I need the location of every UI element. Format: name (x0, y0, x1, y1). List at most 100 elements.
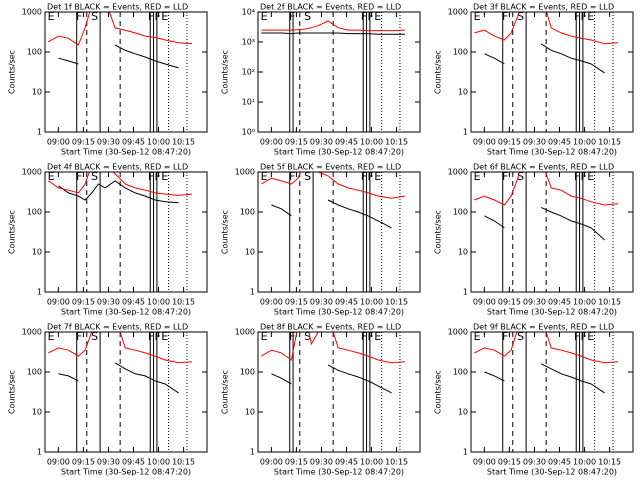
phase-label: S (304, 170, 311, 183)
phase-label: E (587, 170, 594, 183)
y-tick-label: 1 (250, 288, 255, 297)
phase-label: E (374, 10, 381, 23)
x-tick-label: 09:15 (498, 298, 521, 307)
y-tick-label: 1000 (235, 328, 255, 337)
phase-label: S (91, 10, 98, 23)
x-axis-label: Start Time (30-Sep-12 08:47:20) (274, 308, 404, 317)
panel-title: Det 6f BLACK = Events, RED = LLD (473, 163, 614, 172)
y-tick-label: 100 (453, 368, 468, 377)
y-tick-label: 100 (27, 208, 42, 217)
phase-label: S (517, 330, 524, 343)
phase-label: F (581, 330, 587, 343)
x-tick-label: 09:00 (260, 298, 283, 307)
x-tick-label: 10:00 (573, 138, 596, 147)
x-tick-label: 09:45 (335, 138, 358, 147)
y-tick-label: 10² (242, 68, 255, 77)
phase-label: F (289, 10, 295, 23)
series-line (474, 172, 619, 206)
x-tick-label: 09:45 (548, 138, 571, 147)
x-tick-label: 09:15 (72, 138, 95, 147)
phase-label: F (76, 330, 82, 343)
x-tick-label: 09:30 (523, 458, 546, 467)
y-tick-label: 1000 (22, 8, 42, 17)
x-tick-label: 10:00 (147, 138, 170, 147)
phase-label: F (155, 330, 161, 343)
x-tick-label: 10:00 (360, 298, 383, 307)
x-tick-label: 09:30 (523, 298, 546, 307)
x-tick-label: 10:15 (172, 138, 195, 147)
series-line (474, 12, 619, 45)
x-tick-label: 10:15 (598, 298, 621, 307)
y-axis-label: Counts/sec (221, 370, 230, 414)
y-axis-label: Counts/sec (221, 210, 230, 254)
y-tick-label: 10 (32, 408, 42, 417)
series-line (484, 43, 605, 74)
plot-frame (257, 171, 421, 293)
phase-label: F (76, 170, 82, 183)
x-tick-label: 09:45 (335, 298, 358, 307)
plot-frame (470, 331, 634, 453)
x-tick-label: 09:45 (122, 138, 145, 147)
y-tick-label: 100 (240, 368, 255, 377)
phase-label: E (161, 330, 168, 343)
phase-label: F (148, 330, 154, 343)
x-tick-label: 09:30 (310, 138, 333, 147)
y-tick-label: 1000 (448, 168, 468, 177)
phase-label: S (517, 170, 524, 183)
panel-title: Det 2f BLACK = Events, RED = LLD (260, 3, 401, 12)
panel: Det 8f BLACK = Events, RED = LLD Start Ti… (221, 323, 421, 477)
x-axis-label: Start Time (30-Sep-12 08:47:20) (61, 468, 191, 477)
phase-label: F (289, 330, 295, 343)
x-tick-label: 09:30 (97, 138, 120, 147)
x-tick-label: 09:15 (498, 458, 521, 467)
x-tick-label: 09:45 (122, 458, 145, 467)
y-tick-label: 1 (37, 288, 42, 297)
x-tick-label: 09:00 (47, 138, 70, 147)
phase-label: S (91, 170, 98, 183)
y-tick-label: 10 (458, 88, 468, 97)
y-tick-label: 10 (32, 88, 42, 97)
panel-title: Det 7f BLACK = Events, RED = LLD (47, 323, 188, 332)
panel: Det 4f BLACK = Events, RED = LLD Start Ti… (8, 163, 208, 317)
phase-label: F (155, 10, 161, 23)
y-tick-label: 100 (27, 368, 42, 377)
x-tick-label: 09:30 (310, 458, 333, 467)
y-tick-label: 10⁴ (242, 8, 255, 17)
y-tick-label: 100 (240, 208, 255, 217)
x-tick-label: 09:45 (548, 298, 571, 307)
x-tick-label: 09:30 (310, 298, 333, 307)
phase-label: F (502, 170, 508, 183)
x-tick-label: 10:15 (385, 458, 408, 467)
x-tick-label: 09:00 (47, 298, 70, 307)
phase-label: E (474, 170, 481, 183)
phase-label: E (374, 330, 381, 343)
phase-label: E (261, 330, 268, 343)
phase-label: E (261, 10, 268, 23)
series-line (48, 12, 193, 46)
x-tick-label: 09:00 (473, 458, 496, 467)
x-tick-label: 09:00 (473, 298, 496, 307)
plot-frame (44, 171, 208, 293)
y-tick-label: 1 (463, 448, 468, 457)
panel: Det 7f BLACK = Events, RED = LLD Start Ti… (8, 323, 208, 477)
phase-label: F (361, 330, 367, 343)
series-line (58, 180, 179, 204)
panel: Det 6f BLACK = Events, RED = LLD Start Ti… (434, 163, 634, 317)
series-line (261, 172, 406, 199)
y-axis-label: Counts/sec (8, 50, 17, 94)
phase-label: F (502, 10, 508, 23)
x-tick-label: 10:15 (385, 298, 408, 307)
phase-label: S (91, 330, 98, 343)
phase-label: F (289, 170, 295, 183)
x-tick-label: 09:15 (72, 458, 95, 467)
y-axis-label: Counts/sec (434, 50, 443, 94)
x-tick-label: 10:15 (598, 458, 621, 467)
phase-label: E (261, 170, 268, 183)
x-tick-label: 10:00 (573, 298, 596, 307)
x-tick-label: 09:00 (473, 138, 496, 147)
phase-label: E (474, 330, 481, 343)
phase-label: F (574, 10, 580, 23)
y-axis-label: Counts/sec (8, 370, 17, 414)
panel: Det 1f BLACK = Events, RED = LLD Start Ti… (8, 3, 208, 157)
